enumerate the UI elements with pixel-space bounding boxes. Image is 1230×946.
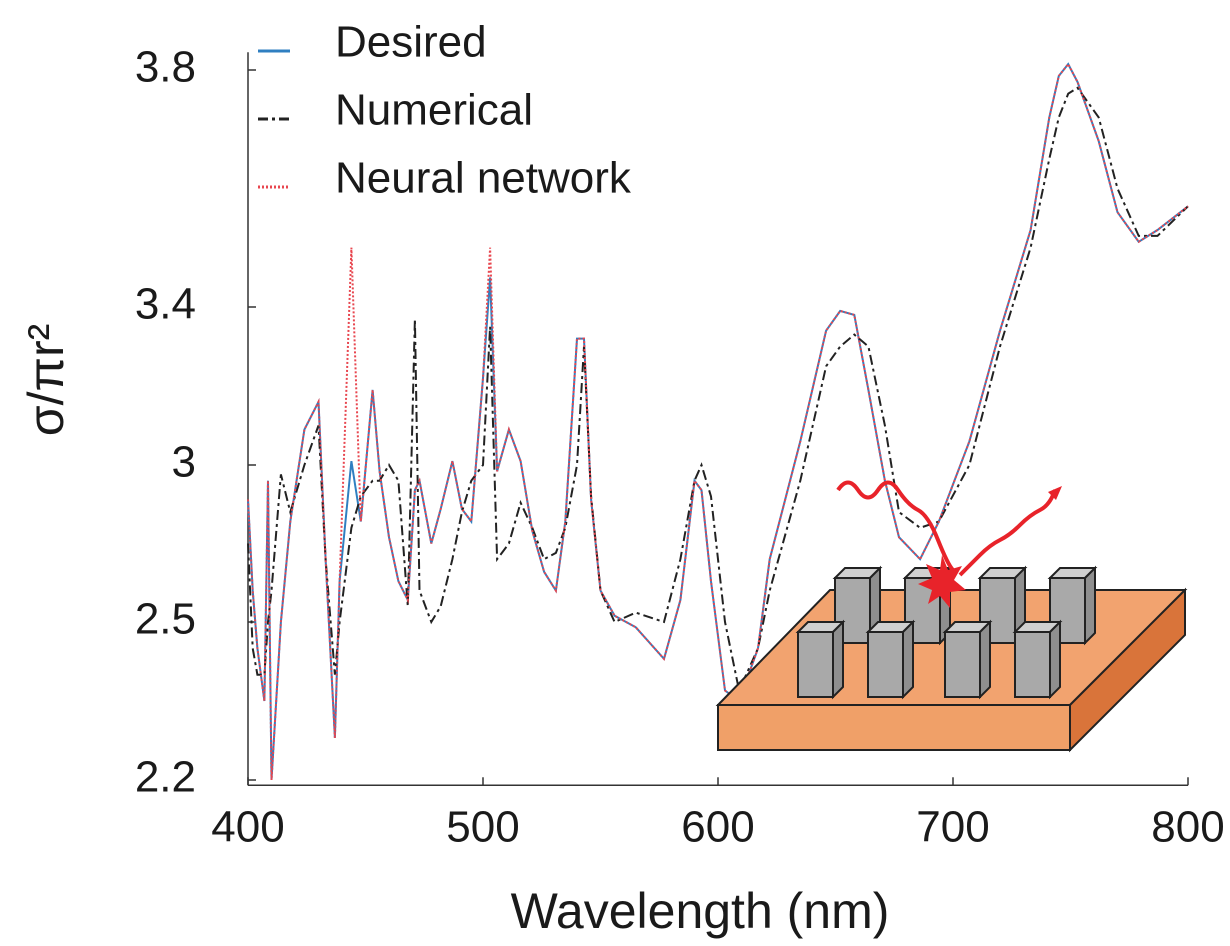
pillar-side [832, 619, 844, 700]
pillar-side [1049, 619, 1061, 700]
y-tick-label: 3.4 [135, 280, 196, 329]
x-tick-label: 700 [916, 803, 989, 852]
legend-label: Desired [335, 18, 487, 67]
pillar-side [1084, 565, 1096, 646]
x-tick-label: 500 [446, 803, 519, 852]
legend: Desired Numerical Neural network [258, 18, 632, 203]
legend-label: Neural network [335, 154, 632, 203]
plot-area: 2.2 2.5 3 3.4 3.8 400 500 600 700 800 Wavelength (… [18, 43, 1225, 940]
x-tick-label: 800 [1151, 803, 1224, 852]
pillar-side [902, 619, 914, 700]
legend-label: Numerical [335, 86, 533, 135]
y-tick-label: 2.2 [135, 753, 196, 802]
x-tick-label: 600 [681, 803, 754, 852]
x-tick-label: 400 [211, 803, 284, 852]
inset-illustration [715, 480, 1188, 753]
pillar-front [797, 631, 834, 698]
y-tick-label: 3 [172, 438, 196, 487]
pillar-front [1014, 631, 1051, 698]
x-axis-label: Wavelength (nm) [511, 883, 890, 939]
y-tick-label: 3.8 [135, 43, 196, 92]
pillar-side [979, 619, 991, 700]
y-axis-label: σ/πr² [18, 324, 74, 437]
pillars [795, 565, 1098, 700]
series-line [247, 62, 1189, 781]
y-tick-label: 2.5 [135, 595, 196, 644]
pillar-front [867, 631, 904, 698]
pillar-front [944, 631, 981, 698]
